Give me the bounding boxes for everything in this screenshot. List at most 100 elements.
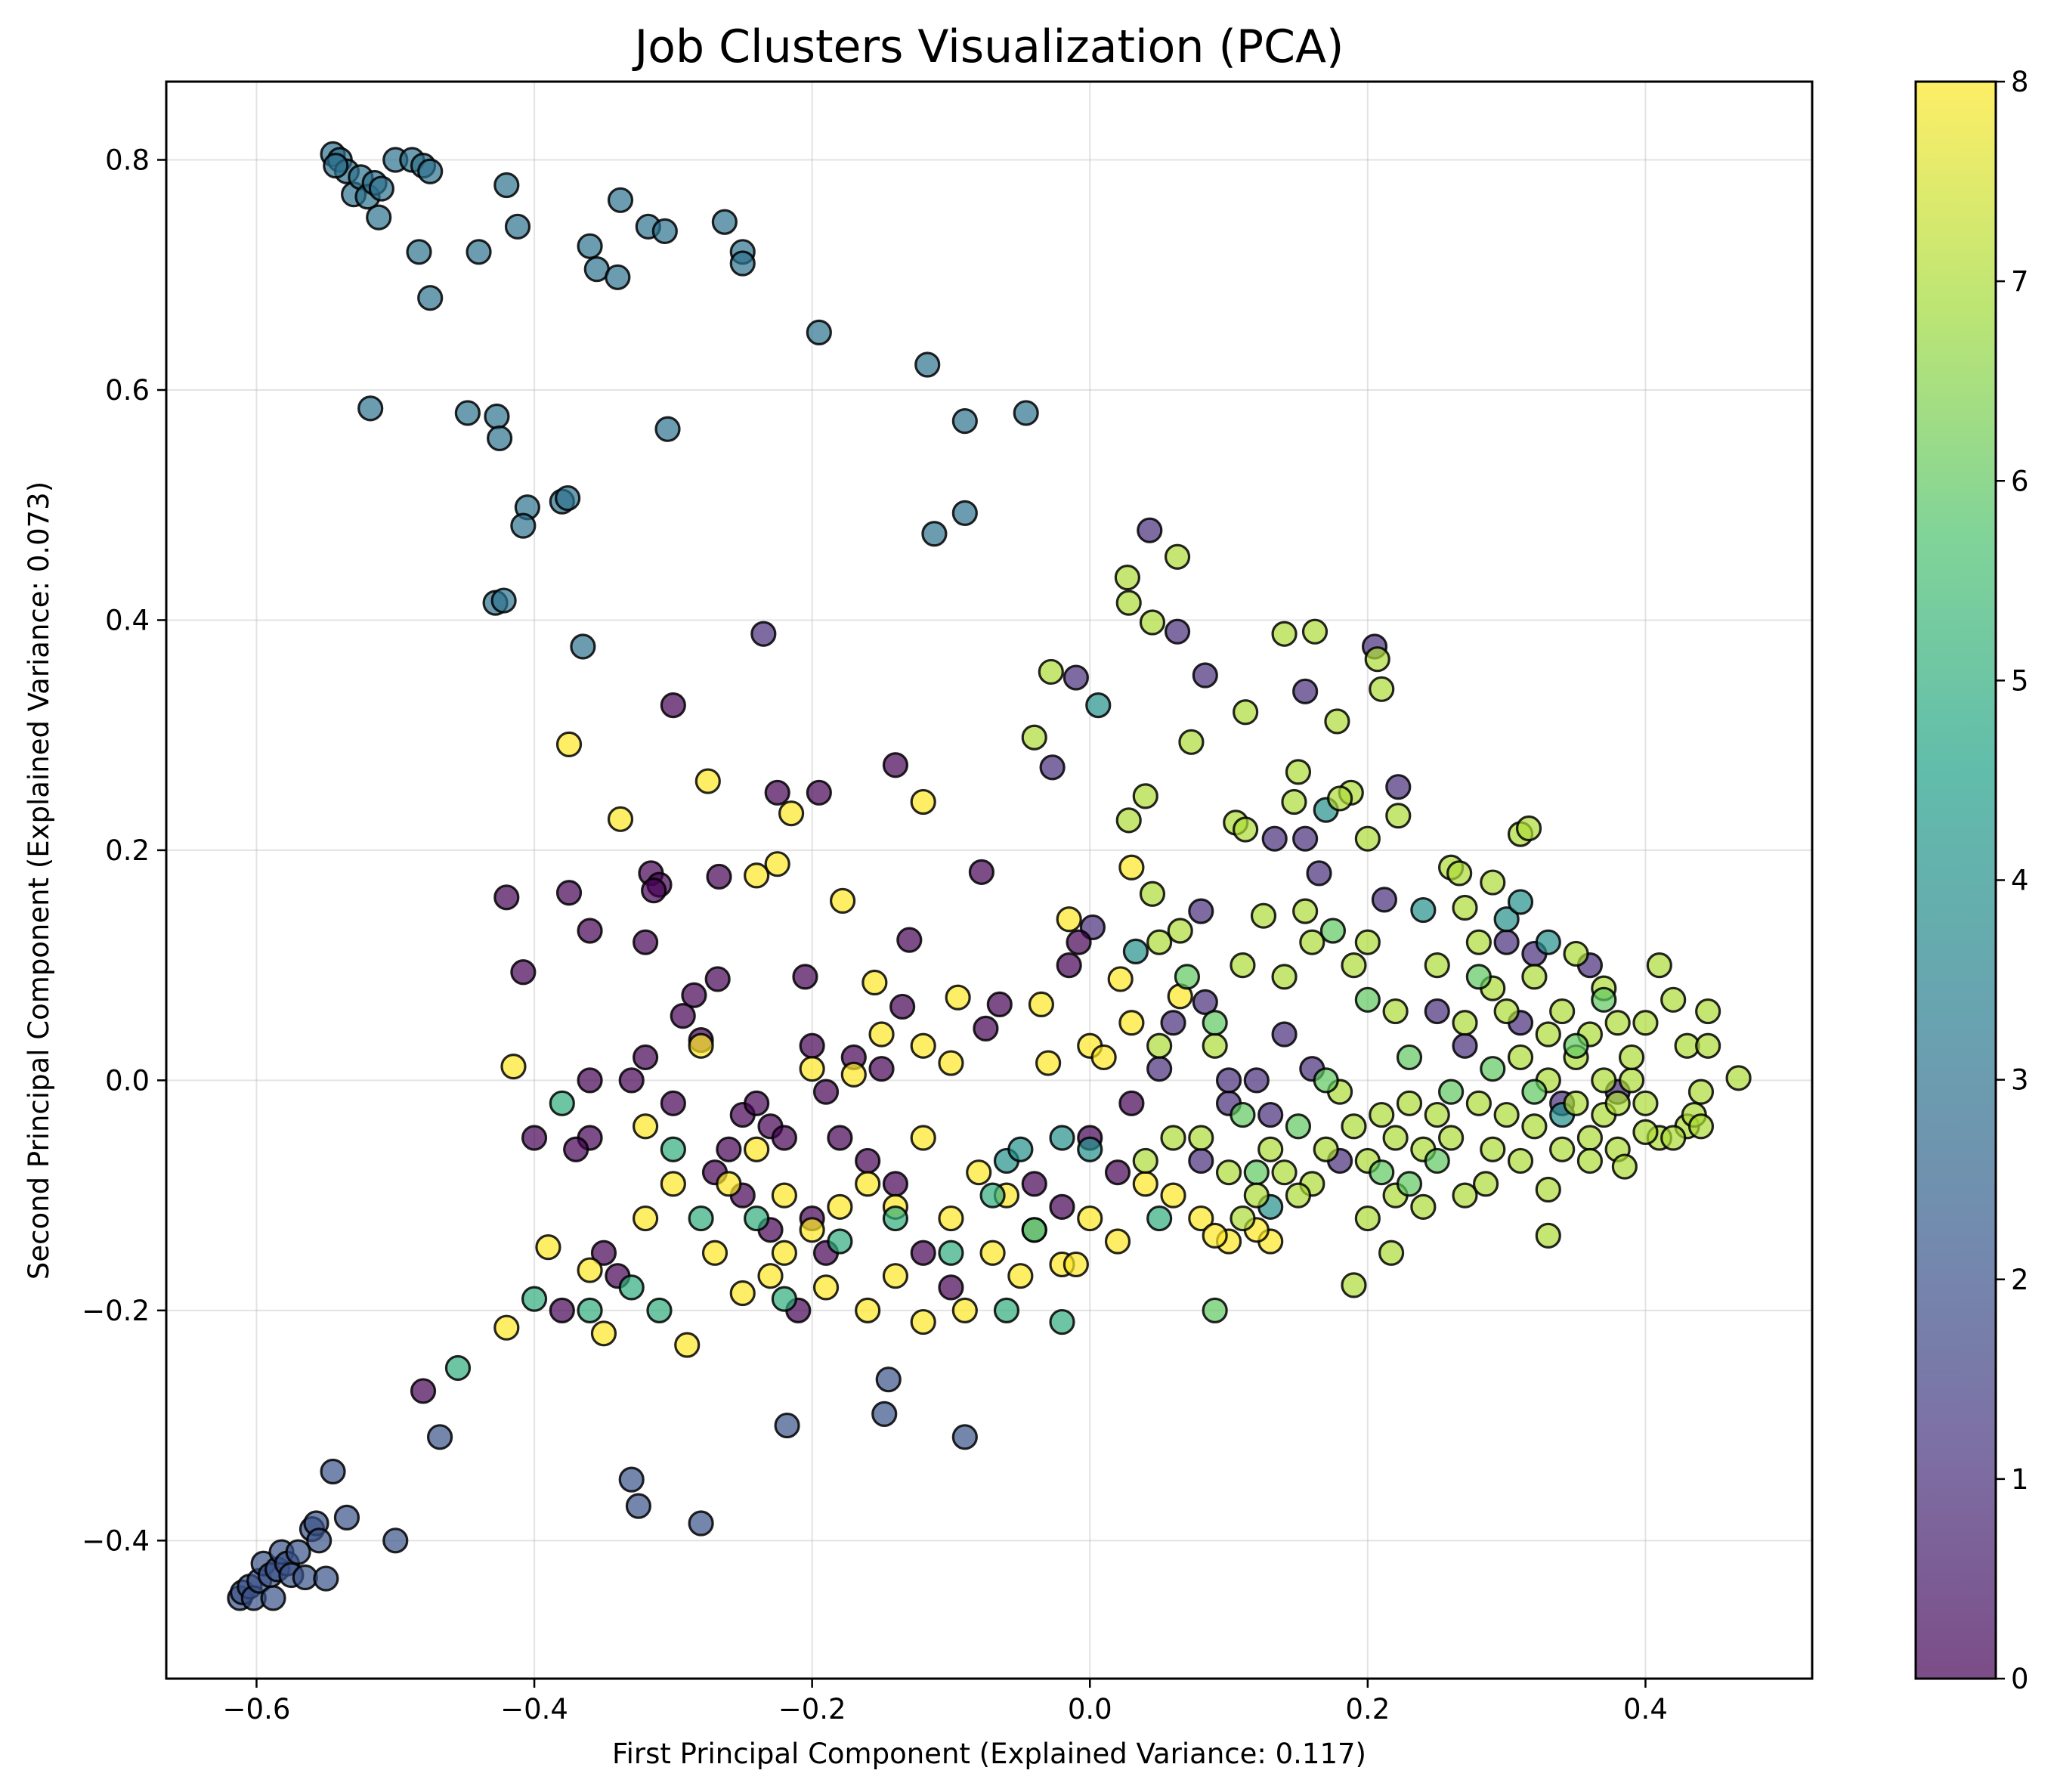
data-point [1160,1125,1186,1151]
data-point [871,1400,898,1427]
data-point [1292,825,1319,852]
data-point [1039,754,1066,781]
data-point [607,187,634,213]
data-point [1292,898,1319,924]
data-point [938,1240,964,1266]
data-point [1013,400,1039,426]
y-axis-label: Second Principal Component (Explained Va… [23,481,55,1280]
data-point [1493,906,1520,933]
data-point [577,1297,603,1323]
data-point [1604,1090,1631,1116]
data-point [570,633,596,660]
data-point [493,884,520,911]
data-point [1077,1205,1103,1232]
data-point [1285,1113,1312,1140]
data-point [1438,1125,1465,1151]
data-point [1271,1021,1298,1048]
data-point [716,1136,742,1162]
data-point [577,1257,603,1283]
data-point [938,1050,964,1076]
data-point [951,1297,978,1323]
data-point [444,1354,472,1382]
data-point [577,1067,603,1094]
data-point [625,1493,652,1519]
data-point [1192,989,1218,1015]
data-point [750,621,777,647]
data-point [1063,1251,1089,1278]
data-point [590,1320,617,1347]
data-point [1632,1010,1659,1036]
data-point [792,964,818,990]
data-point [1354,825,1381,852]
data-point [1243,1182,1270,1209]
data-point [1549,1136,1576,1162]
data-point [490,587,517,614]
data-point [764,779,790,806]
colorbar-tick-label: 0 [2011,1663,2029,1695]
data-point [1056,906,1082,933]
data-point [1535,1222,1561,1249]
data-point [260,1585,286,1611]
data-point [729,1280,756,1307]
data-point [1233,699,1259,726]
data-point [1515,815,1542,842]
data-point [1660,1125,1687,1151]
data-point [1378,1240,1405,1266]
data-point [1285,759,1312,785]
data-point [1604,1010,1631,1036]
data-point [1146,1032,1173,1059]
data-point [688,1032,714,1059]
data-point [914,351,941,378]
data-point [855,1171,881,1197]
data-point [1146,1056,1173,1082]
data-point [771,1125,797,1151]
data-point [1174,964,1201,990]
y-tick-label: 0.2 [105,834,150,867]
data-point [1319,918,1346,944]
data-point [487,425,513,452]
data-point [771,1182,797,1209]
data-point [1493,1101,1520,1128]
data-point [1063,664,1089,691]
data-point [1132,1171,1158,1197]
data-point [1472,1171,1499,1197]
data-point [921,521,948,547]
data-point [577,233,603,259]
data-point [1576,1125,1604,1151]
data-point [1535,1021,1561,1048]
data-point [1261,825,1288,852]
data-point [1132,1147,1158,1175]
data-point [510,512,537,539]
data-point [806,779,832,806]
data-point [1104,1159,1131,1186]
data-point [1021,1217,1047,1243]
data-point [1507,889,1534,915]
data-point [651,218,678,245]
data-point [618,1274,645,1301]
data-point [951,1424,978,1450]
data-point [1114,565,1140,591]
data-point [688,1510,714,1537]
data-point [563,1136,589,1162]
data-point [1118,854,1145,881]
data-point [771,1286,797,1312]
data-point [417,158,444,184]
data-point [1535,929,1561,955]
data-point [1410,896,1437,924]
y-tick-label: −0.2 [82,1295,150,1327]
data-point [504,213,531,240]
data-point [910,1240,936,1266]
data-point [704,966,731,992]
data-point [1122,938,1149,964]
y-tick-label: −0.4 [82,1524,150,1557]
data-point [744,1136,770,1162]
data-point [694,768,721,794]
data-point [882,1263,909,1289]
data-point [1396,1171,1423,1197]
data-point [1480,869,1506,896]
data-point [979,1182,1006,1209]
colorbar-tick-label: 6 [2011,465,2029,497]
data-point [882,1205,909,1232]
data-point [1507,1044,1534,1071]
colorbar-tick-label: 2 [2011,1264,2029,1296]
